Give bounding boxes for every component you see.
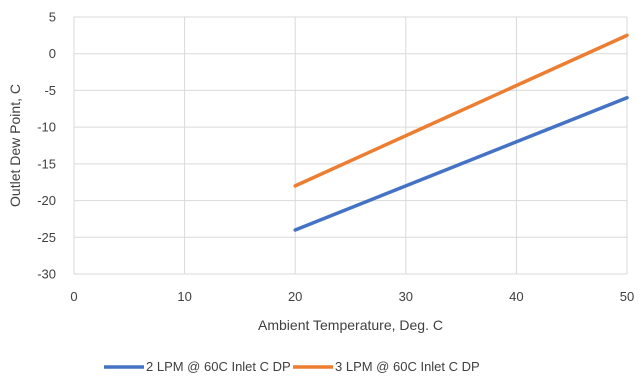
- y-tick-label: 5: [49, 10, 56, 25]
- y-tick-label: -15: [37, 156, 56, 171]
- legend: 2 LPM @ 60C Inlet C DP 3 LPM @ 60C Inlet …: [104, 359, 480, 374]
- y-axis-title: Outlet Dew Point, C: [7, 84, 23, 207]
- series-lines: [293, 33, 629, 232]
- y-tick-label: -30: [37, 267, 56, 282]
- legend-label-1: 2 LPM @ 60C Inlet C DP: [146, 359, 291, 374]
- series-line-2: [293, 33, 629, 188]
- y-tick-label: -10: [37, 120, 56, 135]
- gridlines: [73, 16, 628, 275]
- legend-label-2: 3 LPM @ 60C Inlet C DP: [335, 359, 480, 374]
- series-line-1: [293, 96, 629, 232]
- x-axis-title: Ambient Temperature, Deg. C: [258, 317, 443, 333]
- x-tick-label: 50: [620, 289, 634, 304]
- tick-labels: 50-5-10-15-20-25-300 10 20 30 40 50: [37, 10, 634, 305]
- x-tick-label: 30: [399, 289, 413, 304]
- x-tick-label: 10: [177, 289, 191, 304]
- x-tick-label: 40: [509, 289, 523, 304]
- x-tick-label: 0: [70, 289, 77, 304]
- y-tick-label: -20: [37, 193, 56, 208]
- y-tick-label: 0: [49, 46, 56, 61]
- y-tick-label: -5: [44, 83, 56, 98]
- x-tick-label: 20: [288, 289, 302, 304]
- y-tick-label: -25: [37, 230, 56, 245]
